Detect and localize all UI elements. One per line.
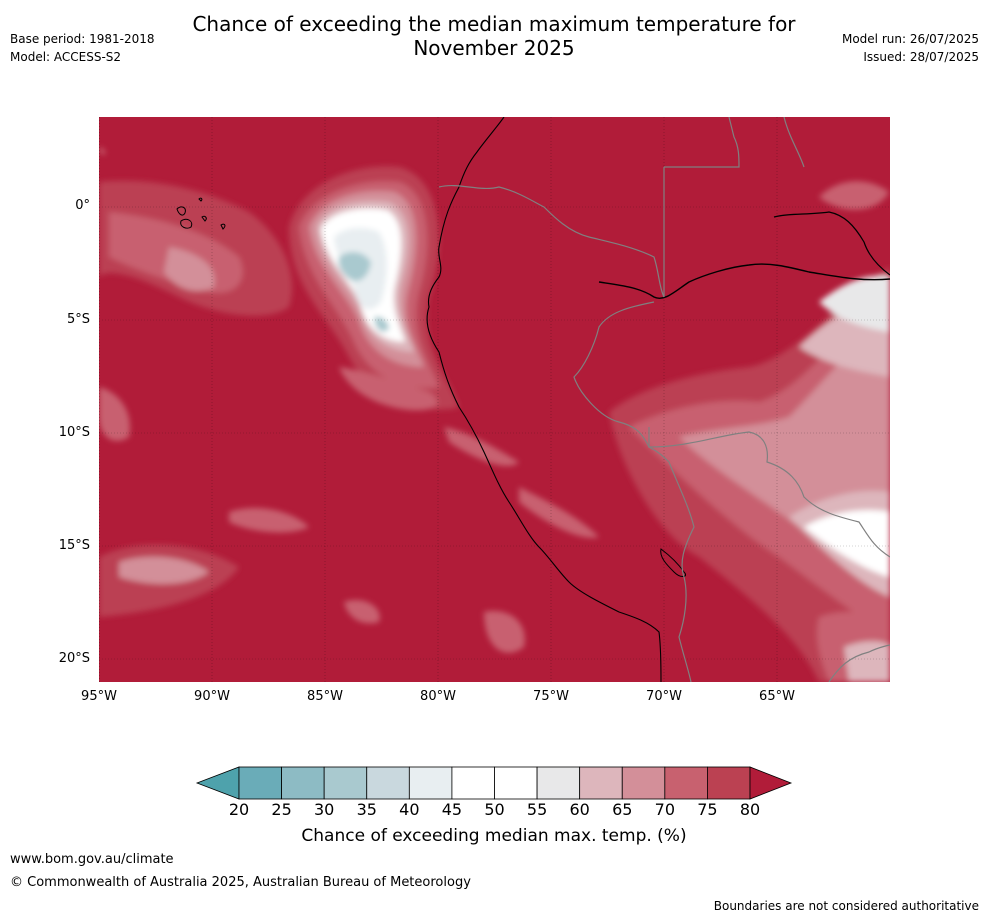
colorbar-cell bbox=[323, 766, 368, 800]
colorbar-tick-30: 30 bbox=[313, 800, 335, 819]
colorbar-cell bbox=[366, 766, 410, 800]
colorbar-tick-75: 75 bbox=[697, 800, 718, 819]
disclaimer-text: Boundaries are not considered authoritat… bbox=[713, 899, 979, 913]
colorbar-cell bbox=[494, 766, 538, 800]
colorbar-tick-70: 70 bbox=[654, 800, 675, 819]
lon-tick-95w: 95°W bbox=[81, 689, 117, 704]
colorbar-cell bbox=[408, 766, 453, 800]
galapagos-islands bbox=[176, 197, 226, 230]
base-period: Base period: 1981-2018 bbox=[10, 32, 155, 46]
issued-date: Issued: 28/07/2025 bbox=[863, 50, 979, 64]
colorbar-cell bbox=[621, 766, 666, 800]
lat-tick-0: 0° bbox=[75, 198, 90, 213]
lon-tick-65w: 65°W bbox=[759, 689, 795, 704]
lon-tick-90w: 90°W bbox=[194, 689, 230, 704]
colorbar-tick-60: 60 bbox=[569, 800, 590, 819]
colorbar-arrow-low bbox=[195, 766, 240, 800]
colorbar-cell bbox=[238, 766, 282, 800]
colorbar-label: Chance of exceeding median max. temp. (%… bbox=[301, 826, 687, 846]
colorbar-tick-25: 25 bbox=[271, 800, 292, 819]
colorbar bbox=[195, 766, 793, 800]
colorbar-arrow-high bbox=[749, 766, 793, 800]
model-name: Model: ACCESS-S2 bbox=[10, 50, 122, 64]
lon-tick-70w: 70°W bbox=[646, 689, 682, 704]
header-right-info: Model run: 26/07/2025 Issued: 28/07/2025 bbox=[842, 30, 979, 66]
country-borders bbox=[438, 117, 890, 682]
lon-tick-85w: 85°W bbox=[307, 689, 343, 704]
lat-tick-20s: 20°S bbox=[58, 651, 90, 666]
map-title-line2: November 2025 bbox=[413, 36, 575, 60]
probability-contours bbox=[99, 147, 890, 682]
copyright-text: © Commonwealth of Australia 2025, Austra… bbox=[10, 875, 471, 890]
colorbar-tick-20: 20 bbox=[228, 800, 250, 819]
amazon-river bbox=[598, 263, 890, 299]
colorbar-cell bbox=[664, 766, 708, 800]
colorbar-tick-50: 50 bbox=[484, 800, 505, 819]
lon-tick-80w: 80°W bbox=[420, 689, 456, 704]
lon-tick-75w: 75°W bbox=[533, 689, 569, 704]
website-link[interactable]: www.bom.gov.au/climate bbox=[10, 852, 174, 867]
colorbar-tick-80: 80 bbox=[739, 800, 761, 819]
colorbar-tick-45: 45 bbox=[441, 800, 463, 819]
colorbar-tick-55: 55 bbox=[526, 800, 548, 819]
colorbar-cell bbox=[707, 766, 751, 800]
lat-tick-15s: 15°S bbox=[58, 538, 90, 553]
model-run: Model run: 26/07/2025 bbox=[841, 32, 979, 46]
colorbar-tick-40: 40 bbox=[399, 800, 420, 819]
graticule bbox=[99, 117, 890, 682]
colorbar-cell bbox=[451, 766, 495, 800]
map-title-line1: Chance of exceeding the median maximum t… bbox=[192, 12, 796, 36]
lat-tick-10s: 10°S bbox=[58, 425, 90, 440]
map-title: Chance of exceeding the median maximum t… bbox=[0, 12, 988, 60]
header-left-info: Base period: 1981-2018 Model: ACCESS-S2 bbox=[10, 30, 155, 66]
lat-tick-5s: 5°S bbox=[66, 312, 90, 327]
northern-river bbox=[773, 211, 890, 276]
colorbar-tick-35: 35 bbox=[356, 800, 377, 819]
colorbar-cell bbox=[281, 766, 325, 800]
colorbar-cell bbox=[536, 766, 581, 800]
coastline bbox=[426, 117, 662, 682]
forecast-map bbox=[99, 117, 890, 682]
colorbar-cells bbox=[195, 766, 793, 800]
colorbar-cell bbox=[579, 766, 623, 800]
colorbar-tick-65: 65 bbox=[612, 800, 633, 819]
